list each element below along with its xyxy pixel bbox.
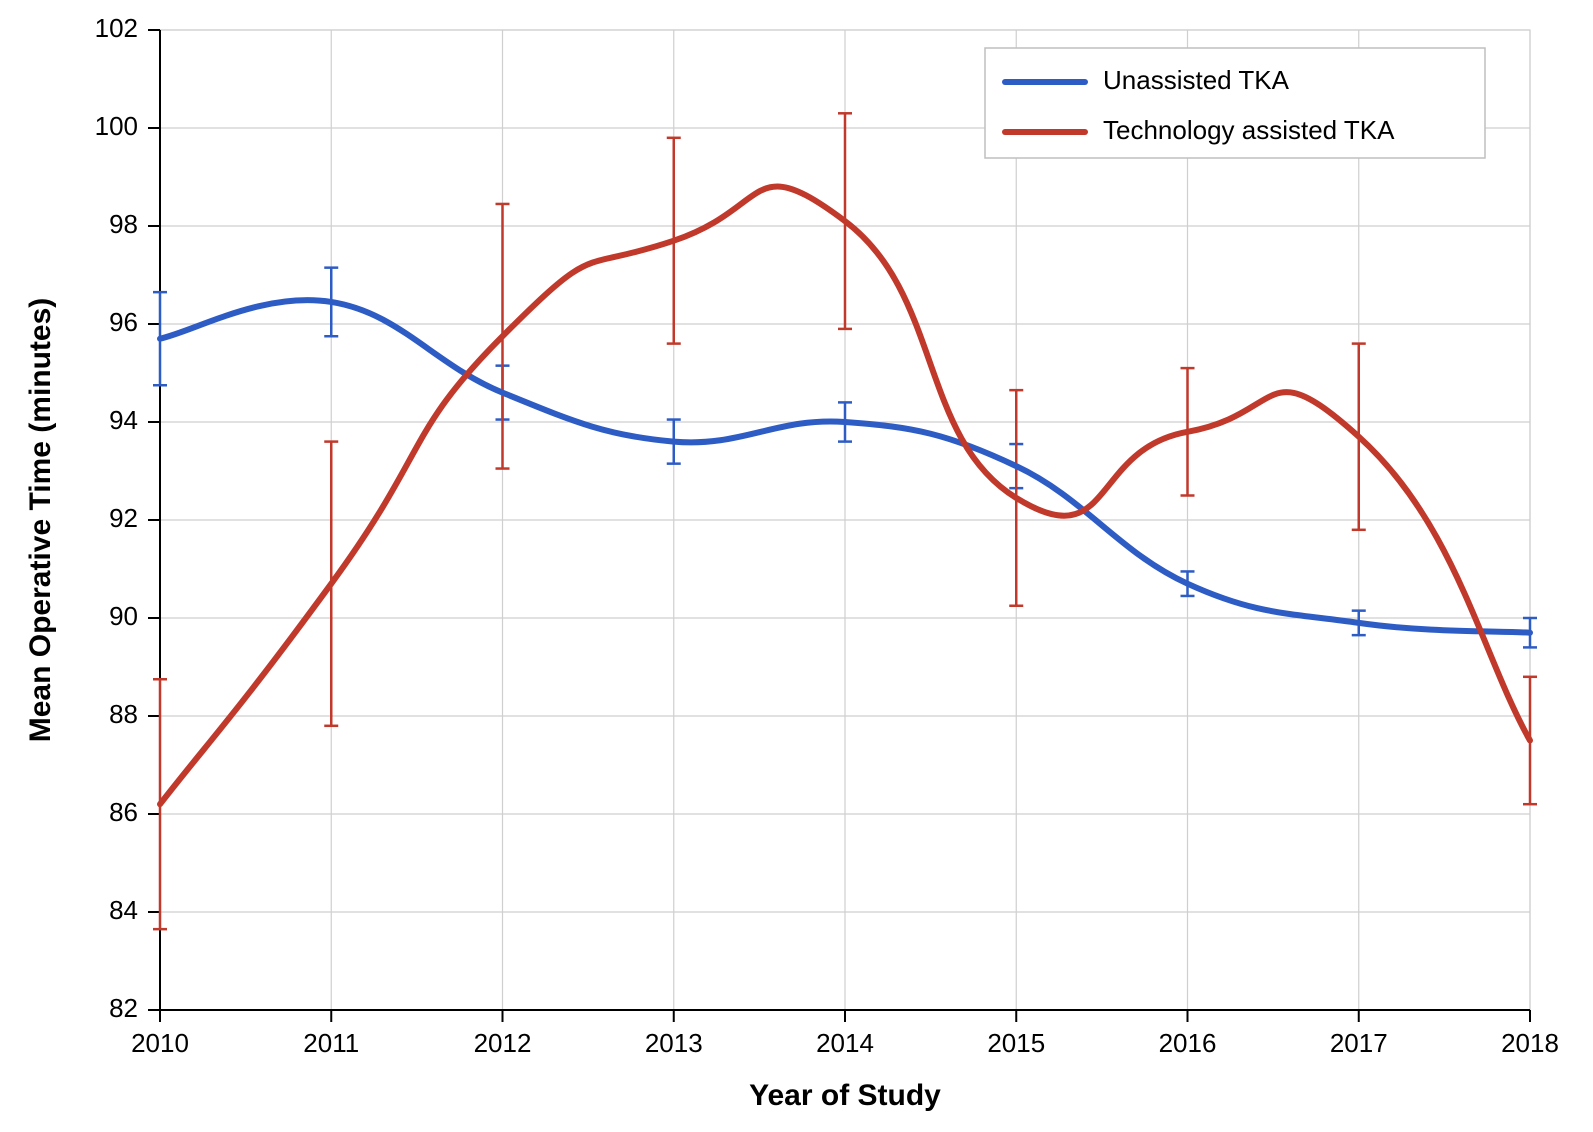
legend-label: Unassisted TKA — [1103, 65, 1290, 95]
legend: Unassisted TKA Technology assisted TKA — [985, 48, 1485, 158]
y-tick-label: 100 — [95, 111, 138, 141]
y-tick-label: 90 — [109, 601, 138, 631]
y-tick-label: 98 — [109, 209, 138, 239]
y-axis-label: Mean Operative Time (minutes) — [24, 298, 57, 743]
y-tick-label: 84 — [109, 895, 138, 925]
legend-label: Technology assisted TKA — [1103, 115, 1395, 145]
x-tick-label: 2018 — [1501, 1028, 1559, 1058]
line-chart: 82 84 86 88 90 92 94 96 98 100 102 2010 2011 2012 2013… — [0, 0, 1593, 1132]
y-ticks: 82 84 86 88 90 92 94 96 98 100 102 — [95, 13, 160, 1023]
y-tick-label: 92 — [109, 503, 138, 533]
x-tick-label: 2013 — [645, 1028, 703, 1058]
y-tick-label: 96 — [109, 307, 138, 337]
x-tick-label: 2012 — [474, 1028, 532, 1058]
x-tick-label: 2014 — [816, 1028, 874, 1058]
y-tick-label: 94 — [109, 405, 138, 435]
x-tick-label: 2017 — [1330, 1028, 1388, 1058]
x-ticks: 2010 2011 2012 2013 2014 2015 2016 2017 2018 — [131, 1010, 1559, 1058]
y-tick-label: 86 — [109, 797, 138, 827]
y-tick-label: 88 — [109, 699, 138, 729]
x-tick-label: 2015 — [987, 1028, 1045, 1058]
x-tick-label: 2016 — [1159, 1028, 1217, 1058]
chart-container: 82 84 86 88 90 92 94 96 98 100 102 2010 2011 2012 2013… — [0, 0, 1593, 1132]
y-tick-label: 102 — [95, 13, 138, 43]
x-tick-label: 2011 — [303, 1028, 359, 1058]
x-tick-label: 2010 — [131, 1028, 189, 1058]
y-tick-label: 82 — [109, 993, 138, 1023]
x-axis-label: Year of Study — [749, 1079, 941, 1112]
